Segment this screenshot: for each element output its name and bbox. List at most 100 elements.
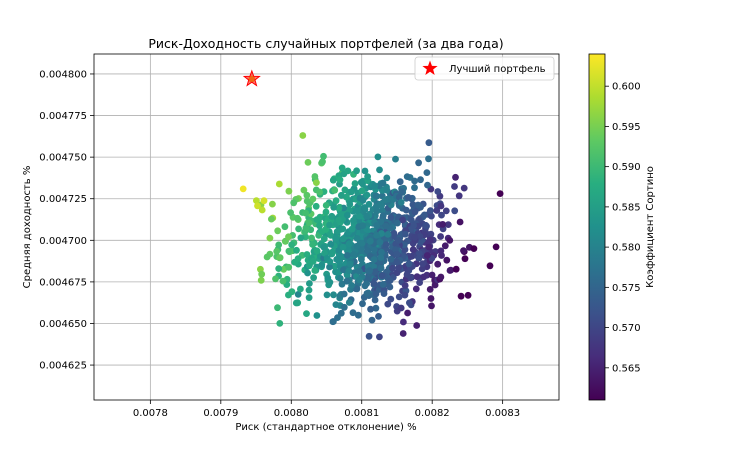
scatter-point [326,263,333,271]
colorbar-ticks: 0.565 0.570 0.575 0.580 0.585 0.590 0.595 0.600 [605,82,641,374]
scatter-point [438,211,445,219]
scatter-point [425,243,433,251]
scatter-point [366,267,373,275]
scatter-point [387,255,395,263]
scatter-point [292,299,300,307]
scatter-point [287,209,294,217]
y-tick-label: 0.004625 [39,361,87,372]
scatter-point [395,293,403,301]
scatter-point [401,291,409,299]
scatter-point [378,248,385,256]
scatter-point [373,232,380,239]
scatter-point [364,173,371,181]
scatter-point [460,247,467,255]
scatter-point [343,277,351,285]
scatter-point [339,243,347,251]
x-tick-label: 0.0082 [415,408,450,419]
scatter-point [320,243,328,251]
scatter-point [297,234,305,242]
scatter-point [383,187,391,194]
scatter-point [379,212,387,220]
scatter-point [393,258,401,266]
scatter-point [404,194,412,201]
scatter-point [402,206,410,214]
scatter-point [354,311,362,319]
y-tick-label: 0.004650 [39,319,87,330]
scatter-point [404,309,411,317]
x-axis-label: Риск (стандартное отклонение) % [235,422,416,433]
scatter-point [384,231,392,238]
colorbar-tick-label: 0.565 [612,363,641,374]
scatter-point [309,195,317,203]
scatter-point [437,247,445,255]
scatter-point [434,188,442,195]
scatter-point [322,202,330,209]
y-axis-ticks: 0.004625 0.004650 0.004675 0.004700 0.004725… [39,69,94,372]
scatter-point [470,245,478,253]
scatter-point [353,167,360,175]
x-axis-ticks: 0.0078 0.0079 0.0080 0.0081 0.0082 0.0083 [133,400,520,419]
scatter-point [427,295,435,302]
scatter-point [348,188,355,196]
colorbar-tick-label: 0.585 [612,202,641,213]
scatter-point [378,202,385,209]
scatter-point [322,226,330,233]
scatter-point [321,249,328,257]
scatter-point [340,266,347,274]
y-axis-label: Средняя доходность % [22,166,33,289]
scatter-point [275,265,283,272]
scatter-point [330,291,337,299]
colorbar-tick-label: 0.580 [612,243,641,254]
scatter-point [437,233,444,240]
scatter-point [300,186,308,194]
scatter-point [409,246,417,254]
scatter-point [375,313,382,320]
scatter-point [338,191,345,199]
scatter-point [413,273,421,281]
scatter-point [313,216,321,224]
scatter-point [372,304,380,312]
scatter-point [486,262,494,270]
scatter-point [378,272,386,280]
scatter-point [379,179,387,187]
scatter-point [399,330,407,337]
scatter-point [395,264,403,271]
scatter-point [254,202,261,210]
y-tick-label: 0.004800 [39,69,87,80]
scatter-point [415,254,423,262]
scatter-point [371,182,379,190]
scatter-point [344,167,352,175]
scatter-point [337,309,345,317]
scatter-point [336,275,344,282]
scatter-point [319,158,326,166]
scatter-point [302,209,310,217]
scatter-point [331,263,338,270]
scatter-point [366,237,374,245]
scatter-point [406,299,413,307]
scatter-point [365,332,373,340]
scatter-point [338,164,346,172]
scatter-point [294,214,301,222]
scatter-point [285,291,292,299]
scatter-point [411,184,418,192]
scatter-point [395,237,403,244]
scatter-point [424,181,431,189]
scatter-point [390,229,398,237]
scatter-point [397,199,405,206]
scatter-point [357,178,365,186]
scatter-point [452,173,459,181]
scatter-point [288,241,296,249]
scatter-point [403,173,411,181]
scatter-point [309,241,316,248]
scatter-point [330,318,337,325]
scatter-point [444,221,452,229]
scatter-point [332,234,340,242]
best-portfolio-marker [242,69,261,87]
scatter-point [272,275,279,283]
scatter-point [415,159,422,167]
scatter-point [322,208,330,216]
scatter-point [346,260,354,268]
scatter-point [401,282,409,289]
scatter-point [409,201,417,208]
scatter-point [426,236,434,244]
